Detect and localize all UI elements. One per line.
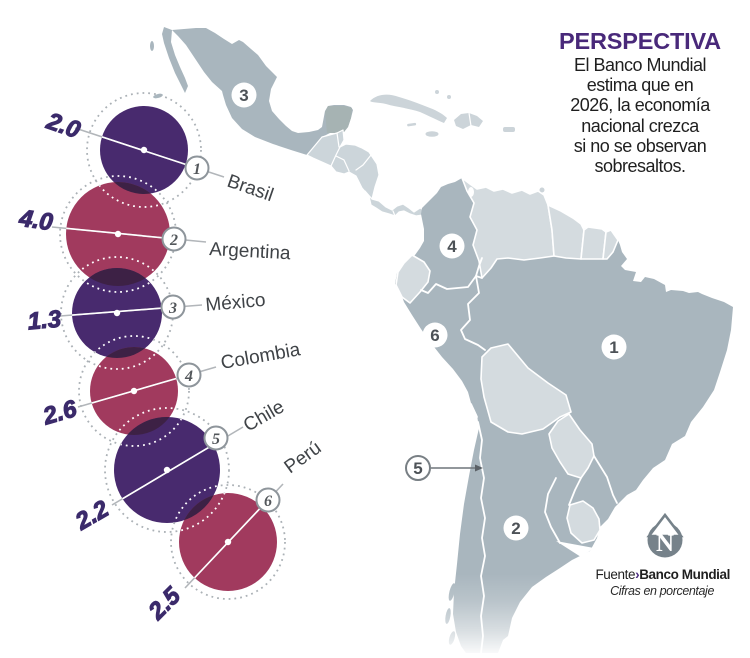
svg-text:2.6: 2.6 [39,395,80,431]
svg-text:4: 4 [447,237,457,256]
svg-text:2.2: 2.2 [70,495,114,536]
svg-text:6: 6 [264,493,272,510]
svg-text:5: 5 [212,431,220,448]
svg-text:4.0: 4.0 [17,205,55,237]
svg-text:Brasil: Brasil [224,171,276,206]
svg-text:Chile: Chile [240,396,288,436]
svg-text:Argentina: Argentina [209,239,292,264]
svg-text:N: N [656,530,674,557]
svg-text:Perú: Perú [281,437,326,478]
svg-text:2.5: 2.5 [143,582,187,626]
svg-text:México: México [205,290,267,316]
svg-text:3: 3 [168,300,177,317]
svg-text:1: 1 [609,338,618,357]
svg-text:2: 2 [169,232,178,249]
svg-text:4: 4 [184,368,193,385]
svg-text:3: 3 [239,86,248,105]
svg-text:5: 5 [413,459,422,478]
svg-text:1: 1 [193,161,201,178]
svg-text:1.3: 1.3 [27,306,63,336]
svg-text:2: 2 [511,519,520,538]
svg-text:2.0: 2.0 [42,107,84,144]
svg-text:Colombia: Colombia [219,339,302,374]
svg-text:6: 6 [430,326,439,345]
